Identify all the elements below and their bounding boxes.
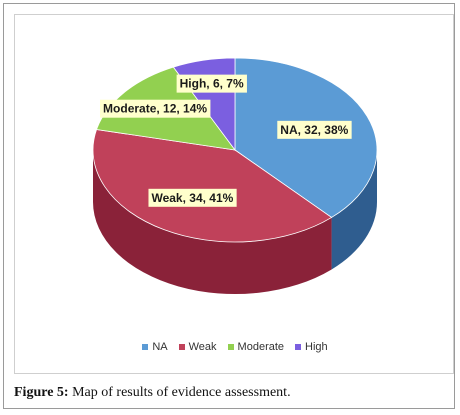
pie-sides	[93, 150, 377, 294]
pie-label-box-weak	[148, 188, 237, 207]
legend-item-high: High	[295, 341, 328, 353]
figure-frame: NA, 32, 38% Weak, 34, 41% Moderate, 12, 14…	[3, 3, 455, 409]
figure-caption-text: Map of results of evidence assessment.	[72, 385, 291, 400]
legend-item-moderate: Moderate	[227, 341, 285, 353]
legend-label-moderate: Moderate	[237, 341, 285, 353]
pie-label-moderate: Moderate, 12, 14%	[100, 99, 211, 118]
pie-side-na	[331, 150, 377, 270]
figure-caption-prefix: Figure 5:	[14, 385, 69, 400]
legend-item-weak: Weak	[178, 341, 217, 353]
legend-item-na: NA	[142, 341, 168, 353]
figure-caption: Figure 5: Map of results of evidence ass…	[14, 385, 291, 401]
legend-label-weak: Weak	[188, 341, 217, 353]
legend-swatch-weak	[178, 344, 185, 350]
legend-label-high: High	[305, 341, 328, 353]
pie-side-weak	[93, 150, 332, 294]
pie-label-box-high	[176, 74, 247, 93]
legend-swatch-na	[142, 344, 149, 350]
pie-label-text-na: NA, 32, 38%	[280, 123, 348, 137]
pie-chart: NA, 32, 38% Weak, 34, 41% Moderate, 12, 14…	[92, 57, 378, 294]
pie-label-text-high: High, 6, 7%	[180, 77, 244, 91]
pie-label-text-moderate: Moderate, 12, 14%	[103, 102, 207, 116]
pie-label-weak: Weak, 34, 41%	[148, 188, 237, 207]
pie-labels: NA, 32, 38% Weak, 34, 41% Moderate, 12, 14…	[100, 74, 352, 207]
legend-swatch-moderate	[227, 344, 234, 350]
pie-label-box-na	[277, 120, 352, 139]
pie-label-box-moderate	[100, 99, 211, 118]
pie-label-text-weak: Weak, 34, 41%	[151, 191, 233, 205]
chart-panel: NA, 32, 38% Weak, 34, 41% Moderate, 12, 14…	[14, 14, 454, 374]
pie-label-na: NA, 32, 38%	[277, 120, 352, 139]
pie-slice-weak	[92, 129, 333, 243]
legend-swatch-high	[295, 344, 302, 350]
pie-label-high: High, 6, 7%	[176, 74, 247, 93]
legend-label-na: NA	[152, 341, 168, 353]
chart-legend: NA Weak Moderate High	[15, 341, 455, 353]
